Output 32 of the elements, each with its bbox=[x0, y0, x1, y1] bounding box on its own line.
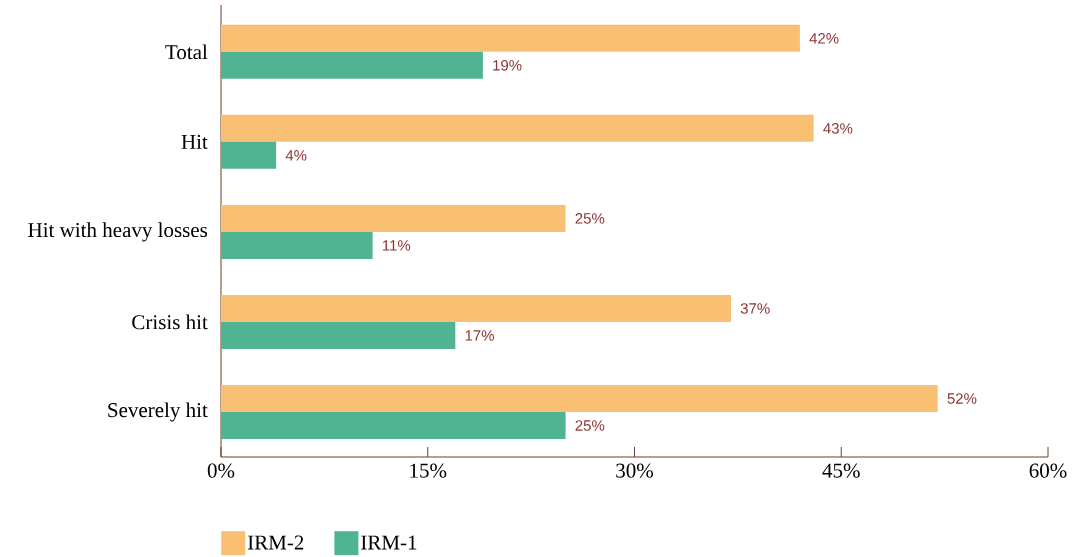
legend-label: IRM-2 bbox=[247, 535, 304, 550]
data-label: 11% bbox=[382, 240, 411, 251]
bar bbox=[221, 384, 938, 412]
bar bbox=[221, 204, 566, 232]
y-tick-label: Crisis hit bbox=[132, 314, 208, 330]
y-tick-label: Total bbox=[165, 44, 208, 60]
bar bbox=[221, 114, 814, 142]
x-tick-label: 15% bbox=[410, 463, 447, 478]
bar bbox=[221, 321, 456, 349]
bar bbox=[221, 411, 566, 439]
bar bbox=[221, 141, 277, 169]
bar bbox=[221, 231, 373, 259]
data-label: 4% bbox=[285, 150, 307, 161]
y-tick-label: Hit bbox=[181, 134, 208, 149]
data-label: 42% bbox=[809, 33, 839, 44]
x-tick-label: 45% bbox=[822, 463, 860, 478]
data-label: 17% bbox=[465, 330, 494, 341]
bar bbox=[221, 24, 800, 52]
x-tick-label: 60% bbox=[1029, 463, 1067, 478]
x-tick-label: 0% bbox=[207, 463, 235, 478]
y-tick-label: Severely hit bbox=[108, 402, 208, 422]
data-label: 19% bbox=[493, 60, 522, 71]
data-label: 43% bbox=[823, 123, 853, 134]
y-tick-label: Hit with heavy losses bbox=[28, 222, 208, 242]
bar bbox=[221, 51, 483, 79]
x-tick-label: 30% bbox=[616, 463, 654, 478]
legend-label: IRM-1 bbox=[361, 535, 417, 550]
data-label: 37% bbox=[740, 303, 770, 314]
data-label: 52% bbox=[947, 393, 977, 404]
data-label: 25% bbox=[575, 420, 605, 431]
bar bbox=[221, 294, 731, 322]
data-label: 25% bbox=[575, 213, 605, 224]
